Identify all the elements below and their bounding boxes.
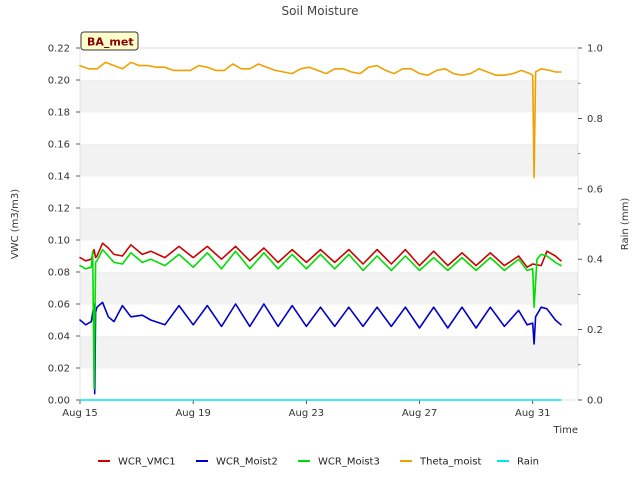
legend-item: WCR_Moist2 [196, 457, 278, 468]
y2-tick-label: 0.8 [587, 114, 603, 125]
y2-tick-label: 0.6 [587, 184, 603, 195]
y-tick-label: 0.16 [48, 140, 70, 151]
legend-item: Rain [497, 457, 539, 468]
y-axis-title: VWC (m3/m3) [10, 189, 21, 259]
legend-label: Theta_moist [419, 457, 481, 468]
y-axis-left: 0.00 0.02 0.04 0.06 0.08 0.10 0.12 0.14 0.16 0.18… [48, 44, 80, 407]
legend-label: WCR_Moist3 [318, 457, 380, 468]
legend-label: WCR_VMC1 [118, 457, 176, 468]
grid-bands [80, 47, 578, 400]
x-tick-label: Aug 15 [62, 408, 97, 419]
chart-title: Soil Moisture [281, 4, 358, 18]
series-line-theta-moist [79, 61, 562, 179]
grid-band [80, 368, 578, 400]
y-tick-label: 0.02 [48, 364, 70, 375]
x-tick-label: Aug 23 [289, 408, 324, 419]
legend-label: Rain [517, 457, 539, 468]
grid-band [80, 208, 578, 240]
legend-item: Theta_moist [400, 457, 481, 468]
y-tick-label: 0.22 [48, 44, 70, 55]
site-badge-box [80, 31, 139, 51]
grid-band [80, 80, 578, 112]
grid-band [80, 336, 578, 368]
y-tick-label: 0.14 [48, 172, 70, 183]
site-badge: BA_met [80, 31, 139, 51]
grid-band [80, 240, 578, 272]
x-tick-label: Aug 27 [402, 408, 437, 419]
legend: WCR_VMC1 WCR_Moist2 WCR_Moist3 Theta_moist R… [98, 457, 539, 468]
y-tick-label: 0.12 [48, 204, 70, 215]
y-tick-label: 0.10 [48, 236, 70, 247]
site-badge-label: BA_met [87, 36, 134, 49]
grid-band [80, 176, 578, 208]
legend-label: WCR_Moist2 [216, 457, 278, 468]
x-tick-label: Aug 31 [515, 408, 550, 419]
x-axis-title: Time [553, 425, 578, 436]
series-line-wcr-moist2 [79, 301, 562, 395]
series-lines [79, 61, 562, 401]
y-tick-label: 0.18 [48, 108, 70, 119]
y2-tick-label: 1.0 [587, 44, 603, 55]
legend-item: WCR_VMC1 [98, 457, 176, 468]
y2-tick-label: 0.2 [587, 325, 603, 336]
series-line-wcr-vmc1 [79, 242, 562, 269]
grid-band [80, 112, 578, 144]
y2-tick-label: 0.0 [587, 396, 603, 407]
grid-band [80, 144, 578, 176]
y2-axis-title: Rain (mm) [620, 198, 631, 251]
y-tick-label: 0.08 [48, 268, 70, 279]
y-axis-right: 0.0 0.2 0.4 0.6 0.8 1.0 [578, 44, 603, 407]
y2-tick-label: 0.4 [587, 255, 603, 266]
y-tick-label: 0.20 [48, 76, 70, 87]
series-line-wcr-moist3 [79, 248, 562, 390]
y-tick-label: 0.06 [48, 300, 70, 311]
y-tick-label: 0.00 [48, 396, 70, 407]
x-axis: Aug 15 Aug 19 Aug 23 Aug 27 Aug 31 [62, 400, 550, 419]
y-tick-label: 0.04 [48, 332, 70, 343]
grid-band [80, 272, 578, 304]
x-tick-label: Aug 19 [175, 408, 210, 419]
legend-item: WCR_Moist3 [298, 457, 380, 468]
